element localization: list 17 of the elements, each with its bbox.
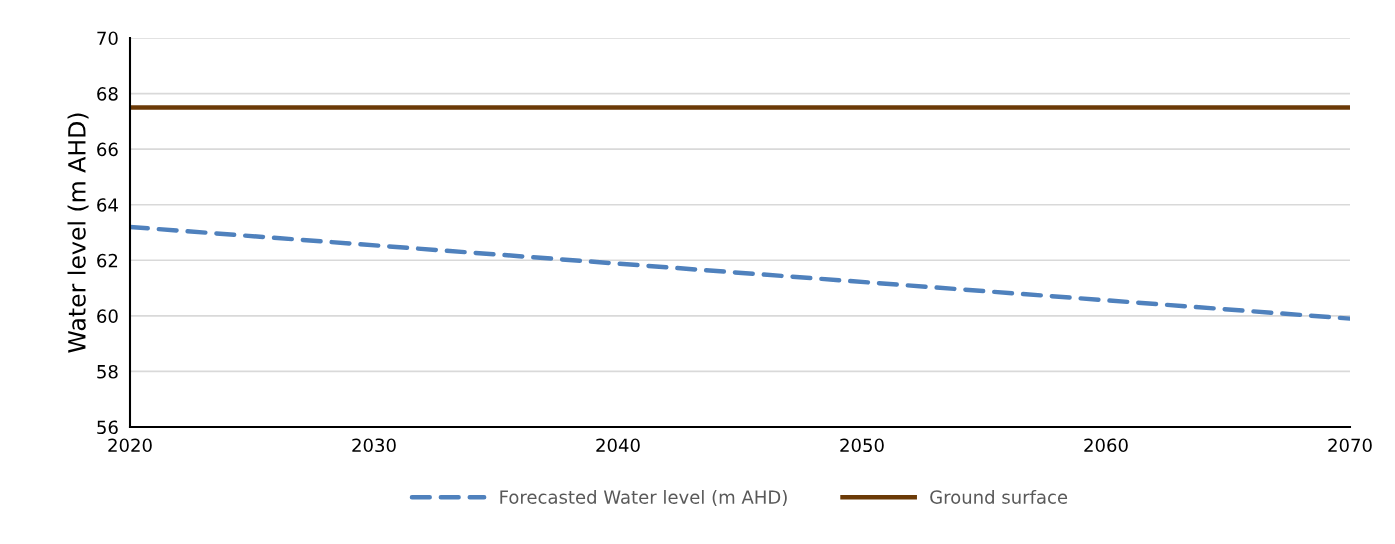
x-tick-label: 2020 [108,438,152,453]
y-tick-label: 56 [97,420,118,435]
y-tick-label: 66 [97,142,118,157]
y-tick-label: 62 [97,253,118,268]
x-tick-label: 2040 [596,438,640,453]
y-tick-label: 64 [97,198,118,212]
legend-label: Ground surface [930,489,1068,504]
y-tick-label: 70 [97,31,118,46]
x-tick-label: 2060 [1084,438,1128,453]
x-tick-label: 2050 [840,438,884,453]
x-tick-label: 2070 [1328,438,1372,453]
legend-label: Forecasted Water level (m AHD) [500,489,787,507]
y-tick-label: 68 [97,87,118,101]
y-tick-label: 58 [97,364,118,379]
y-axis-title: Water level (m AHD) [67,113,89,353]
y-tick-label: 60 [97,309,118,323]
x-tick-label: 2030 [352,438,396,453]
